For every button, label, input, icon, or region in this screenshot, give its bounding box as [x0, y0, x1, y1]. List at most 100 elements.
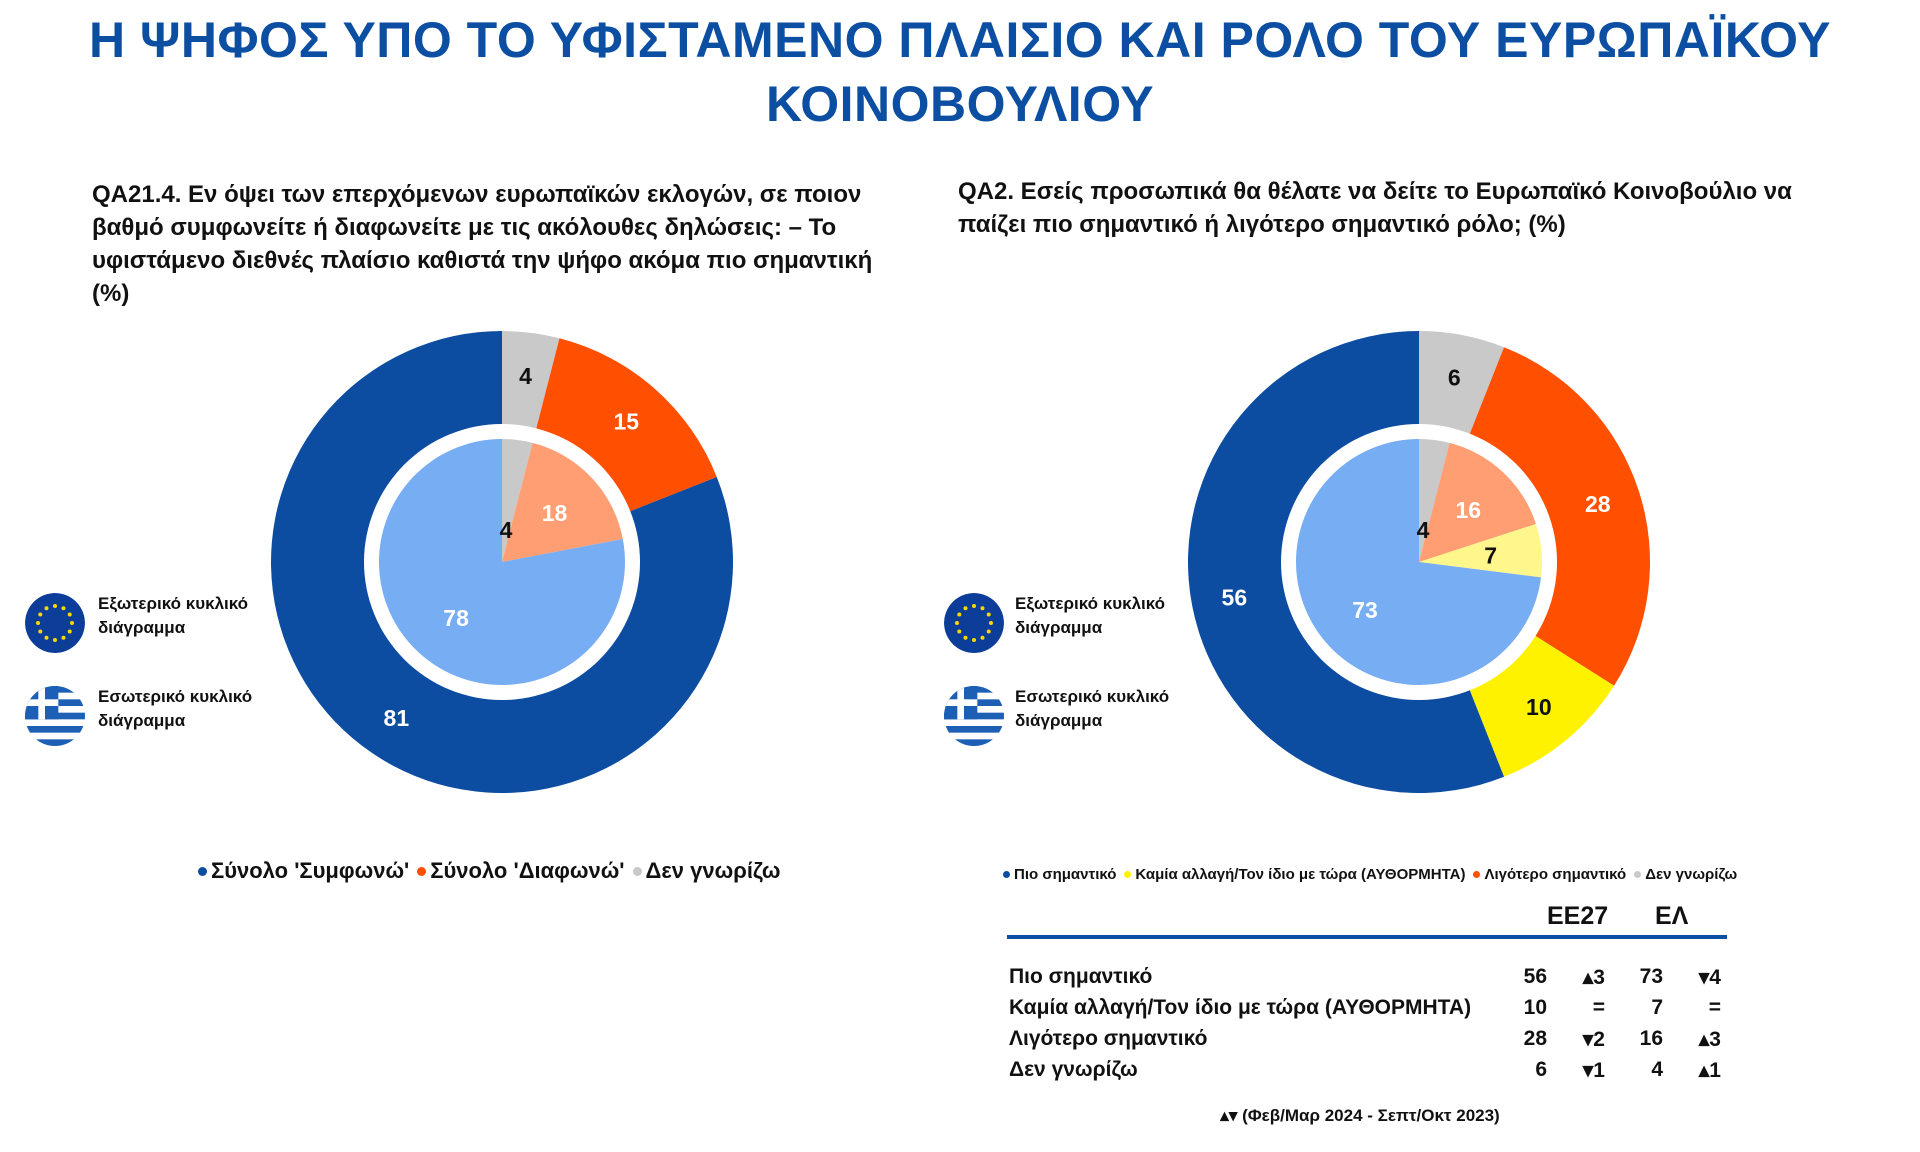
row-label: Δεν γνωρίζω: [1009, 1058, 1138, 1081]
chart-2-question: QA2. Εσείς προσωπικά θα θέλατε να δείτε …: [958, 178, 1792, 238]
legend-item-less-important: Λιγότερο σημαντικό: [1473, 866, 1626, 883]
inner-ring-legend-label: Εσωτερικό κυκλικό διάγραμμα: [1015, 687, 1170, 730]
star-icon: [38, 629, 43, 634]
table-row: Δεν γνωρίζω 6 ▾1 4 ▴1: [1007, 1054, 1727, 1085]
inner-slice-2: [502, 439, 533, 562]
inner-data-label: 4: [1417, 517, 1430, 543]
star-icon: [61, 606, 66, 611]
inner-data-label: 73: [1352, 597, 1378, 623]
chart-1-legend: Σύνολο 'Συμφωνώ' Σύνολο 'Διαφωνώ' Δεν γν…: [198, 858, 788, 884]
star-icon: [955, 621, 959, 625]
star-icon: [44, 635, 49, 640]
star-icon: [989, 621, 993, 625]
inner-data-label: 16: [1455, 497, 1481, 523]
outer-data-label: 28: [1585, 491, 1611, 517]
inner-ring-legend-label: Εσωτερικό κυκλικό διάγραμμα: [98, 687, 253, 730]
outer-data-label: 81: [384, 705, 410, 731]
star-icon: [972, 604, 976, 608]
el-change: ▴3: [1698, 1028, 1721, 1051]
eu27-change: ▴3: [1582, 966, 1605, 989]
el-change: ▴1: [1698, 1059, 1721, 1082]
star-icon: [38, 612, 43, 617]
inner-slice-0: [1296, 439, 1542, 685]
row-label: Πιο σημαντικό: [1009, 965, 1153, 988]
table-row: Καμία αλλαγή/Τον ίδιο με τώρα (ΑΥΘΟΡΜΗΤΑ…: [1007, 992, 1727, 1023]
outer-ring-legend-label: Εξωτερικό κυκλικό διάγραμμα: [1015, 594, 1166, 637]
eu27-value: 56: [1523, 965, 1547, 988]
eu-flag-icon: [944, 593, 1004, 653]
outer-data-label: 56: [1222, 585, 1248, 611]
outer-data-label: 15: [614, 408, 640, 434]
star-icon: [44, 606, 49, 611]
star-icon: [957, 612, 962, 617]
eu27-value: 28: [1523, 1027, 1547, 1050]
inner-data-label: 78: [443, 605, 469, 631]
legend-item-more-important: Πιο σημαντικό: [1003, 866, 1116, 883]
outer-data-label: 10: [1526, 694, 1552, 720]
el-value: 4: [1651, 1058, 1663, 1081]
legend-label: Λιγότερο σημαντικό: [1484, 866, 1627, 883]
star-icon: [963, 635, 968, 640]
row-label: Καμία αλλαγή/Τον ίδιο με τώρα (ΑΥΘΟΡΜΗΤΑ…: [1009, 996, 1472, 1019]
chart-1-donut: 4 15 81 4 18 78: [271, 331, 733, 793]
legend-label: Σύνολο 'Διαφωνώ': [430, 858, 625, 883]
star-icon: [980, 635, 985, 640]
legend-item-no-change: Καμία αλλαγή/Τον ίδιο με τώρα (ΑΥΘΟΡΜΗΤΑ…: [1124, 866, 1465, 883]
star-icon: [957, 629, 962, 634]
header-eu27: ΕΕ27: [1547, 902, 1609, 930]
inner-data-label: 7: [1484, 543, 1497, 569]
star-icon: [986, 612, 991, 617]
legend-label: Πιο σημαντικό: [1014, 866, 1117, 883]
el-change: ▾4: [1698, 966, 1721, 989]
chart-2-donut: 6 28 10 56 4 167 73: [1188, 330, 1650, 793]
legend-label: Καμία αλλαγή/Τον ίδιο με τώρα (ΑΥΘΟΡΜΗΤΑ…: [1135, 866, 1466, 883]
star-icon: [67, 629, 72, 634]
el-value: 7: [1651, 996, 1663, 1019]
star-icon: [53, 604, 57, 608]
inner-slice-0: [378, 439, 625, 685]
footnote: ▴▾ (Φεβ/Μαρ 2024 - Σεπτ/Οκτ 2023): [1220, 1106, 1500, 1125]
inner-data-label: 18: [542, 500, 568, 526]
inner-slice-1: [502, 442, 623, 562]
star-icon: [70, 621, 74, 625]
eu27-value: 6: [1535, 1058, 1547, 1081]
star-icon: [980, 606, 985, 611]
outer-ring-legend-label: Εξωτερικό κυκλικό διάγραμμα: [98, 594, 249, 637]
greek-flag-icon: [944, 686, 1004, 746]
eu-flag-icon: [25, 593, 85, 653]
outer-data-label: 4: [519, 363, 532, 389]
el-value: 73: [1639, 965, 1663, 988]
outer-data-label: 6: [1448, 365, 1461, 391]
el-value: 16: [1639, 1027, 1663, 1050]
eu27-change: ▾1: [1582, 1059, 1605, 1082]
inner-data-label: 4: [500, 517, 513, 543]
chart-1-question: QA21.4. Εν όψει των επερχόμενων ευρωπαϊκ…: [92, 181, 873, 307]
legend-item-disagree: Σύνολο 'Διαφωνώ': [417, 858, 625, 884]
legend-item-dont-know: Δεν γνωρίζω: [1634, 866, 1737, 883]
inner-slice-2: [1419, 442, 1536, 562]
legend-item-agree: Σύνολο 'Συμφωνώ': [198, 858, 409, 884]
inner-slice-3: [1419, 439, 1450, 562]
inner-slice-1: [1419, 523, 1542, 578]
greek-flag-icon: [25, 686, 85, 746]
eu27-change: ▾2: [1582, 1028, 1605, 1051]
table-row: Πιο σημαντικό 56 ▴3 73 ▾4: [1007, 961, 1727, 992]
header-el: ΕΛ: [1655, 902, 1689, 930]
chart-2-legend: Πιο σημαντικό Καμία αλλαγή/Τον ίδιο με τ…: [1003, 866, 1745, 883]
row-label: Λιγότερο σημαντικό: [1009, 1027, 1208, 1050]
legend-label: Δεν γνωρίζω: [645, 858, 781, 883]
legend-label: Σύνολο 'Συμφωνώ': [211, 858, 410, 883]
comparison-table: ΕΕ27 ΕΛ Πιο σημαντικό 56 ▴3 73 ▾4 Καμία αλλαγ…: [1007, 900, 1727, 1085]
star-icon: [963, 606, 968, 611]
legend-item-dont-know: Δεν γνωρίζω: [632, 858, 781, 884]
el-change: =: [1708, 996, 1721, 1019]
page-title: Η ΨΗΦΟΣ ΥΠΟ ΤΟ ΥΦΙΣΤΑΜΕΝΟ ΠΛΑΙΣΙΟ ΚΑΙ ΡΟ…: [88, 12, 1832, 132]
star-icon: [53, 638, 57, 642]
eu27-change: =: [1592, 996, 1605, 1019]
eu27-value: 10: [1523, 996, 1547, 1019]
star-icon: [36, 621, 40, 625]
table-row: Λιγότερο σημαντικό 28 ▾2 16 ▴3: [1007, 1023, 1727, 1054]
legend-label: Δεν γνωρίζω: [1645, 866, 1738, 883]
star-icon: [61, 635, 66, 640]
star-icon: [986, 629, 991, 634]
